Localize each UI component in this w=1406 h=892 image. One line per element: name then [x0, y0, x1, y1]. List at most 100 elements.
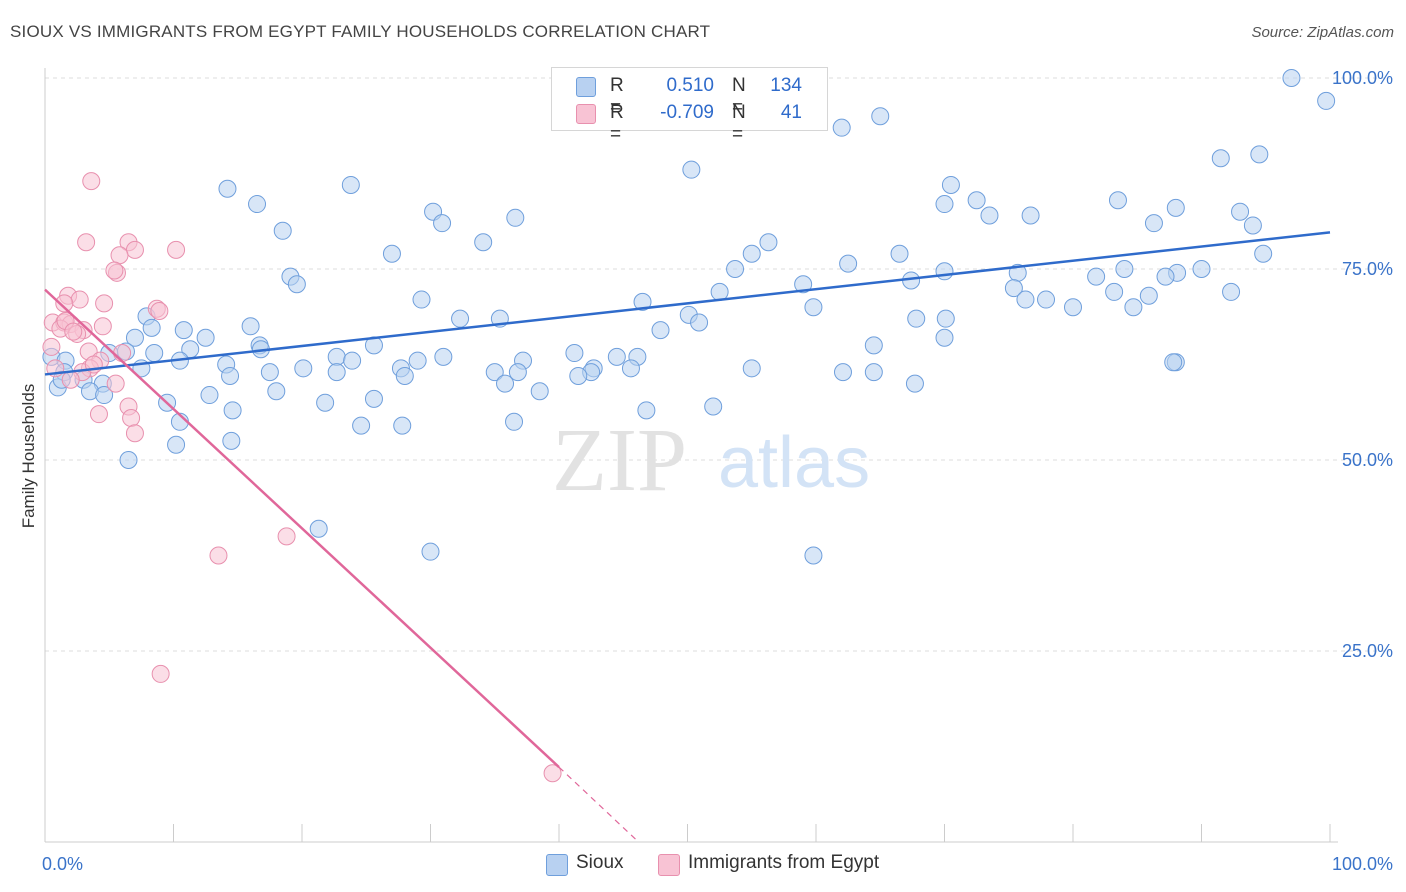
egypt-trend-line [44, 288, 560, 769]
bottom-legend-swatch-sioux [546, 854, 568, 876]
sioux-point [871, 107, 890, 126]
bottom-legend-label-sioux: Sioux [576, 852, 624, 873]
egypt-point [55, 294, 74, 313]
sioux-point [804, 546, 823, 565]
sioux-point [633, 292, 652, 311]
sioux-series [42, 69, 1336, 565]
sioux-point [726, 260, 745, 278]
egypt-point [167, 240, 186, 259]
sioux-point [218, 179, 237, 198]
x-tick-label-min: 0.0% [42, 854, 83, 874]
sioux-point [421, 542, 440, 561]
source-credit: Source: ZipAtlas.com [1251, 24, 1394, 41]
sioux-point [506, 208, 525, 227]
sioux-point [621, 359, 640, 378]
bottom-legend-swatch-egypt [658, 854, 680, 876]
y-tick-label: 75.0% [1342, 259, 1393, 279]
sioux-point [1192, 260, 1211, 278]
y-axis-title: Family Households [19, 384, 38, 529]
egypt-series [42, 172, 562, 783]
sioux-point [905, 374, 924, 393]
sioux-point [1115, 260, 1134, 278]
egypt-point [277, 527, 296, 546]
sioux-point [341, 175, 360, 194]
egypt-point [125, 240, 144, 259]
sioux-point [839, 254, 858, 273]
sioux-point [167, 435, 186, 454]
sioux-point [1211, 149, 1230, 168]
sioux-point [1016, 290, 1035, 309]
sioux-point [327, 347, 346, 366]
sioux-point [508, 363, 527, 382]
sioux-point [95, 386, 114, 405]
legend-swatch-egypt [576, 104, 596, 124]
sioux-point [174, 321, 193, 340]
egypt-point [93, 317, 112, 336]
sioux-point [569, 366, 588, 385]
sioux-point [1087, 267, 1106, 286]
sioux-point [352, 416, 371, 435]
sioux-point [1021, 206, 1040, 225]
sioux-point [142, 318, 161, 337]
sioux-point [682, 160, 701, 179]
egypt-point [150, 302, 169, 321]
sioux-point [260, 363, 279, 382]
sioux-point [742, 359, 761, 378]
sioux-point [890, 244, 909, 263]
sioux-point [1156, 267, 1175, 286]
sioux-point [395, 366, 414, 385]
axes [44, 68, 1338, 843]
sioux-point [967, 191, 986, 210]
sioux-point [1254, 244, 1273, 263]
egypt-point [82, 172, 101, 191]
egypt-point [543, 764, 562, 783]
sioux-point [145, 344, 164, 363]
y-tick-label: 25.0% [1342, 641, 1393, 661]
egypt-point [113, 344, 132, 363]
y-tick-label: 100.0% [1332, 68, 1393, 88]
sioux-point [794, 275, 813, 294]
sioux-point [941, 175, 960, 194]
trend-lines [44, 231, 1331, 841]
sioux-point [273, 221, 292, 240]
grid-lines [45, 77, 1390, 652]
sioux-point [1222, 282, 1241, 301]
sioux-point [1108, 191, 1127, 210]
sioux-point [433, 214, 452, 233]
watermark-zip: ZIP [552, 411, 687, 510]
sioux-point [935, 262, 954, 281]
sioux-point [1282, 69, 1301, 87]
egypt-point [64, 322, 83, 341]
legend-swatch-sioux [576, 77, 596, 97]
sioux-point [607, 347, 626, 366]
legend-n-value: 41 [780, 102, 802, 123]
sioux-point [530, 382, 549, 401]
sioux-point [832, 118, 851, 137]
sioux-point [241, 317, 260, 336]
egypt-point [151, 664, 170, 683]
egypt-point [110, 246, 129, 265]
sioux-point [1004, 279, 1023, 298]
egypt-point [61, 370, 80, 389]
sioux-point [980, 206, 999, 225]
sioux-point [451, 309, 470, 328]
sioux-point [1231, 202, 1250, 221]
chart-title: SIOUX VS IMMIGRANTS FROM EGYPT FAMILY HO… [10, 22, 711, 41]
sioux-point [1243, 216, 1262, 235]
egypt-point [89, 405, 108, 424]
sioux-point [125, 328, 144, 347]
sioux-point [393, 416, 412, 435]
sioux-point [287, 275, 306, 294]
sioux-point [267, 382, 286, 401]
sioux-point [309, 519, 328, 538]
egypt-point [106, 374, 125, 393]
sioux-point [1124, 298, 1143, 317]
sioux-point [864, 363, 883, 382]
egypt-point [125, 424, 144, 443]
sioux-point [408, 351, 427, 370]
egypt-point [42, 337, 61, 356]
egypt-point [70, 290, 89, 309]
sioux-point [434, 347, 453, 366]
sioux-point [496, 374, 515, 393]
